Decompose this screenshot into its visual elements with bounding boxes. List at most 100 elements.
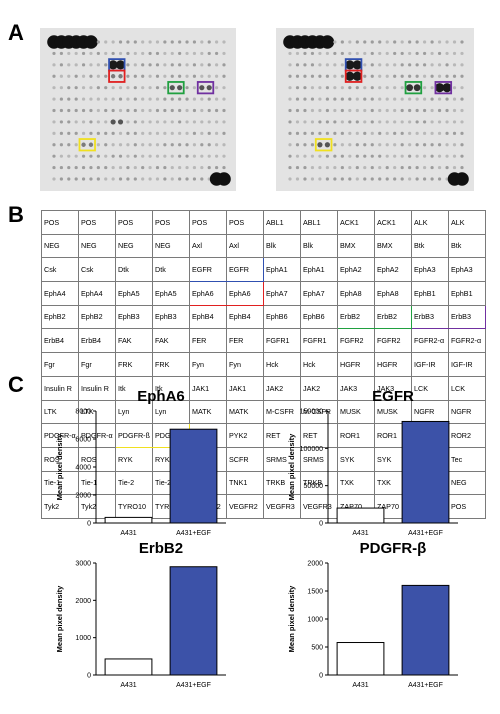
x-tick-label: A431	[352, 682, 368, 689]
blot-dot	[192, 74, 197, 78]
blot-dot	[118, 51, 123, 56]
blot-dot	[363, 165, 367, 170]
table-cell: ErbB2	[374, 304, 412, 330]
blot-dot	[52, 51, 56, 56]
x-tick-label: A431+EGF	[176, 530, 211, 537]
blot-dot	[81, 97, 86, 101]
blot-dot	[133, 177, 137, 181]
table-cell: IGF-IR	[448, 352, 486, 377]
blot-dot	[355, 97, 359, 101]
blot-dot	[460, 74, 464, 78]
highlight-erbb2	[167, 81, 185, 95]
blot-dot	[52, 177, 56, 181]
table-cell: Tyk2	[41, 494, 79, 519]
blot-dot	[325, 51, 329, 56]
blot-dot	[96, 108, 100, 113]
blot-dot	[295, 63, 300, 67]
blot-dot	[363, 51, 367, 56]
blot-dot	[460, 165, 464, 170]
blot-dot	[430, 120, 434, 124]
blot-dot	[303, 86, 307, 90]
blot-dot	[192, 51, 197, 56]
blot-dot	[310, 143, 315, 147]
blot-dot	[192, 131, 197, 135]
y-tick-label: 100000	[300, 446, 323, 453]
blot-image-egf	[276, 28, 474, 191]
blot-dot	[355, 154, 359, 158]
blot-dot	[310, 74, 315, 78]
bar	[401, 584, 450, 676]
blot-dot	[141, 165, 145, 170]
blot-dot	[460, 51, 464, 56]
table-cell: EphA7	[300, 281, 338, 306]
blot-dot	[192, 120, 197, 124]
blot-dot	[452, 108, 457, 113]
blot-dot	[52, 165, 56, 170]
blot-dot	[288, 97, 292, 101]
x-tick-label: A431+EGF	[408, 682, 443, 689]
blot-dot	[348, 177, 352, 181]
table-cell: Btk	[448, 233, 486, 259]
blot-dot	[363, 120, 367, 124]
blot-dot	[310, 63, 315, 67]
blot-dot	[415, 74, 419, 78]
blot-dot	[348, 108, 352, 113]
blot-dot	[111, 131, 115, 135]
table-cell: Axl	[226, 233, 264, 259]
table-cell: HGFR	[374, 352, 412, 377]
blot-dot	[163, 51, 167, 56]
blot-dot	[370, 108, 374, 113]
blot-dot	[460, 131, 464, 135]
blot-dot	[385, 86, 389, 90]
table-cell: EphA6	[226, 281, 264, 306]
blot-dot	[333, 108, 337, 113]
blot-dot	[363, 143, 367, 147]
blot-dot	[393, 74, 397, 78]
y-axis-label: Mean pixel density	[287, 585, 296, 653]
blot-dot	[67, 108, 71, 113]
blot-dot	[393, 63, 397, 67]
blot-dot	[52, 131, 56, 135]
blot-dot	[74, 51, 78, 56]
blot-dot	[385, 154, 389, 158]
blot-dot	[104, 143, 108, 147]
blot-dot	[445, 143, 449, 147]
blot-dot	[378, 120, 382, 124]
blot-dot	[333, 86, 337, 90]
blot-dot	[393, 165, 397, 170]
blot-dot	[393, 154, 397, 158]
blot-dot	[445, 131, 449, 135]
blot-dot	[74, 108, 78, 113]
blot-dot	[378, 108, 382, 113]
blot-dot	[217, 172, 231, 186]
blot-dot	[423, 131, 427, 135]
blot-dot	[325, 120, 329, 124]
table-cell: EphA2	[337, 257, 375, 283]
blot-dot	[96, 143, 100, 147]
blot-dot	[355, 165, 359, 170]
blot-dot	[200, 154, 204, 158]
blot-dot	[215, 74, 219, 78]
blot-dot	[52, 154, 56, 158]
blot-dot	[141, 97, 145, 101]
blot-dot	[192, 86, 197, 90]
y-tick-label: 50000	[304, 483, 324, 490]
blot-dot	[163, 40, 167, 44]
blot-dot	[215, 131, 219, 135]
blot-dot	[148, 120, 152, 124]
blot-dot	[185, 165, 189, 170]
table-cell: LCK	[411, 375, 449, 401]
table-cell: POS	[152, 210, 190, 235]
blot-dot	[141, 143, 145, 147]
blot-dot	[333, 165, 337, 170]
blot-dot	[133, 143, 137, 147]
blot-dot	[340, 97, 344, 101]
blot-dot	[415, 131, 419, 135]
table-cell: Tie-1	[78, 470, 116, 496]
table-cell: NEG	[78, 233, 116, 259]
table-cell: EphB6	[263, 304, 301, 330]
table-row: EphB2 EphB2 EphB3 EphB3 EphB4 EphB4 EphB6 EphB6…	[41, 304, 486, 330]
blot-dot	[430, 40, 434, 44]
blot-dot	[148, 154, 152, 158]
blot-dot	[88, 142, 94, 147]
